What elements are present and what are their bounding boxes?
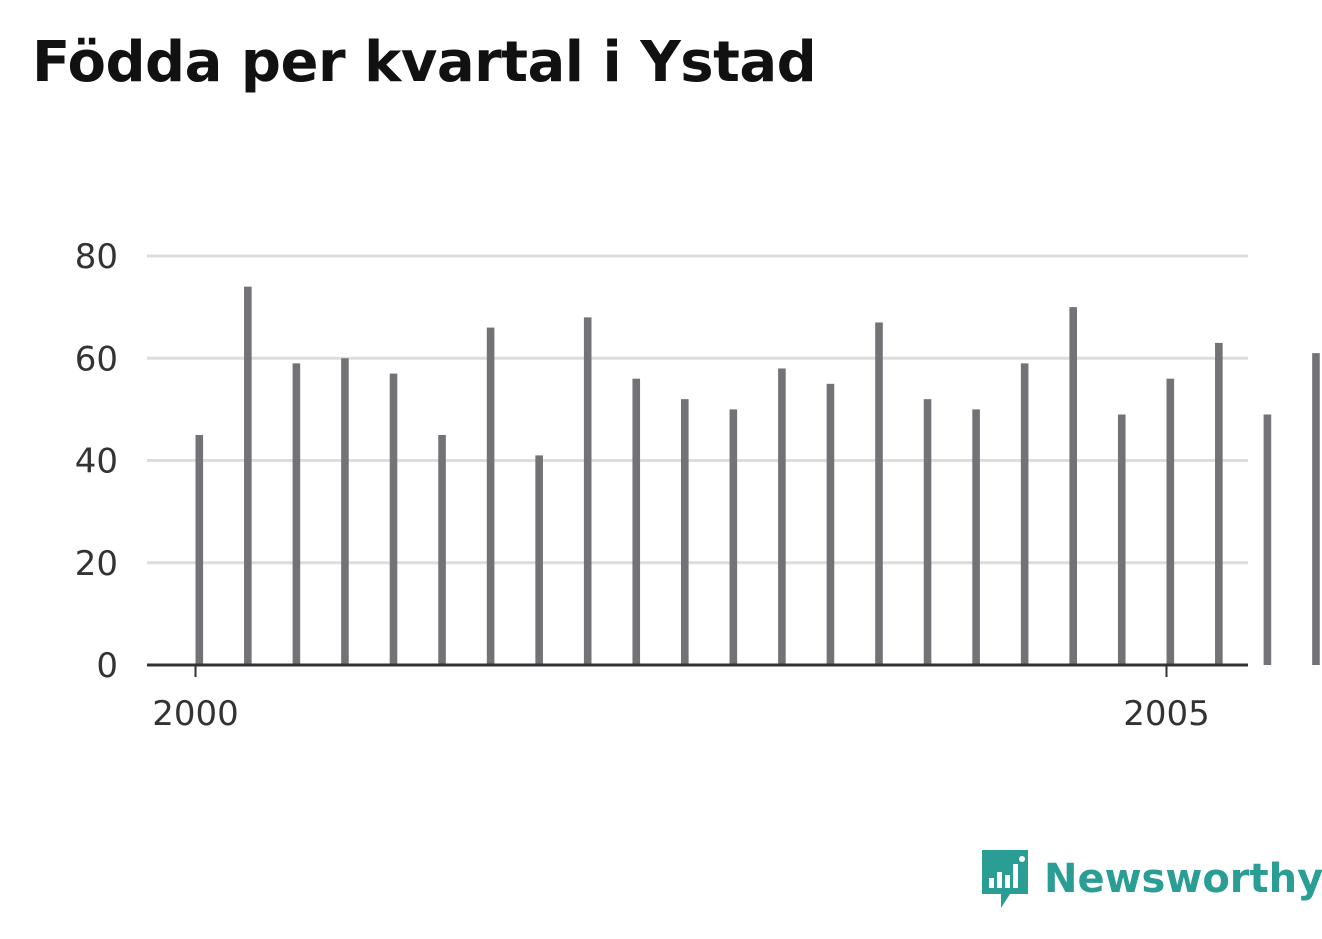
bar (729, 409, 738, 666)
bar (341, 358, 349, 665)
bar (486, 327, 495, 665)
bar (875, 322, 883, 665)
bar (1117, 414, 1126, 665)
bar (681, 399, 689, 665)
labels: 02040608020002005201020152020202551 (75, 237, 1210, 734)
bar (389, 373, 398, 665)
axes (147, 663, 1248, 677)
y-tick-label: 60 (75, 339, 118, 379)
bar (1020, 363, 1029, 665)
y-tick-label: 20 (75, 544, 118, 584)
bar (1166, 378, 1175, 665)
bar (535, 455, 543, 665)
bar (972, 409, 980, 666)
brand-name: Newsworthy (1044, 856, 1322, 902)
bar (583, 317, 592, 665)
bar (778, 368, 786, 665)
bar (826, 383, 835, 665)
bar (923, 399, 932, 665)
bar (244, 286, 252, 665)
bars (195, 286, 1320, 666)
newsworthy-logo-icon (982, 850, 1028, 908)
y-tick-label: 0 (96, 646, 118, 686)
y-tick-label: 80 (75, 237, 118, 277)
bar (1069, 307, 1077, 666)
bar (1263, 414, 1272, 665)
x-tick-label: 2005 (1123, 694, 1210, 734)
bar (195, 434, 204, 665)
bar (292, 363, 301, 665)
x-tick-label: 2000 (152, 694, 239, 734)
brand: Newsworthy (980, 848, 1322, 910)
bar (438, 434, 446, 665)
bar (1215, 342, 1223, 665)
bar (1312, 353, 1320, 665)
bar (632, 378, 641, 665)
grid-lines (147, 254, 1248, 565)
chart-title: Födda per kvartal i Ystad (32, 30, 817, 95)
y-tick-label: 40 (75, 442, 118, 482)
